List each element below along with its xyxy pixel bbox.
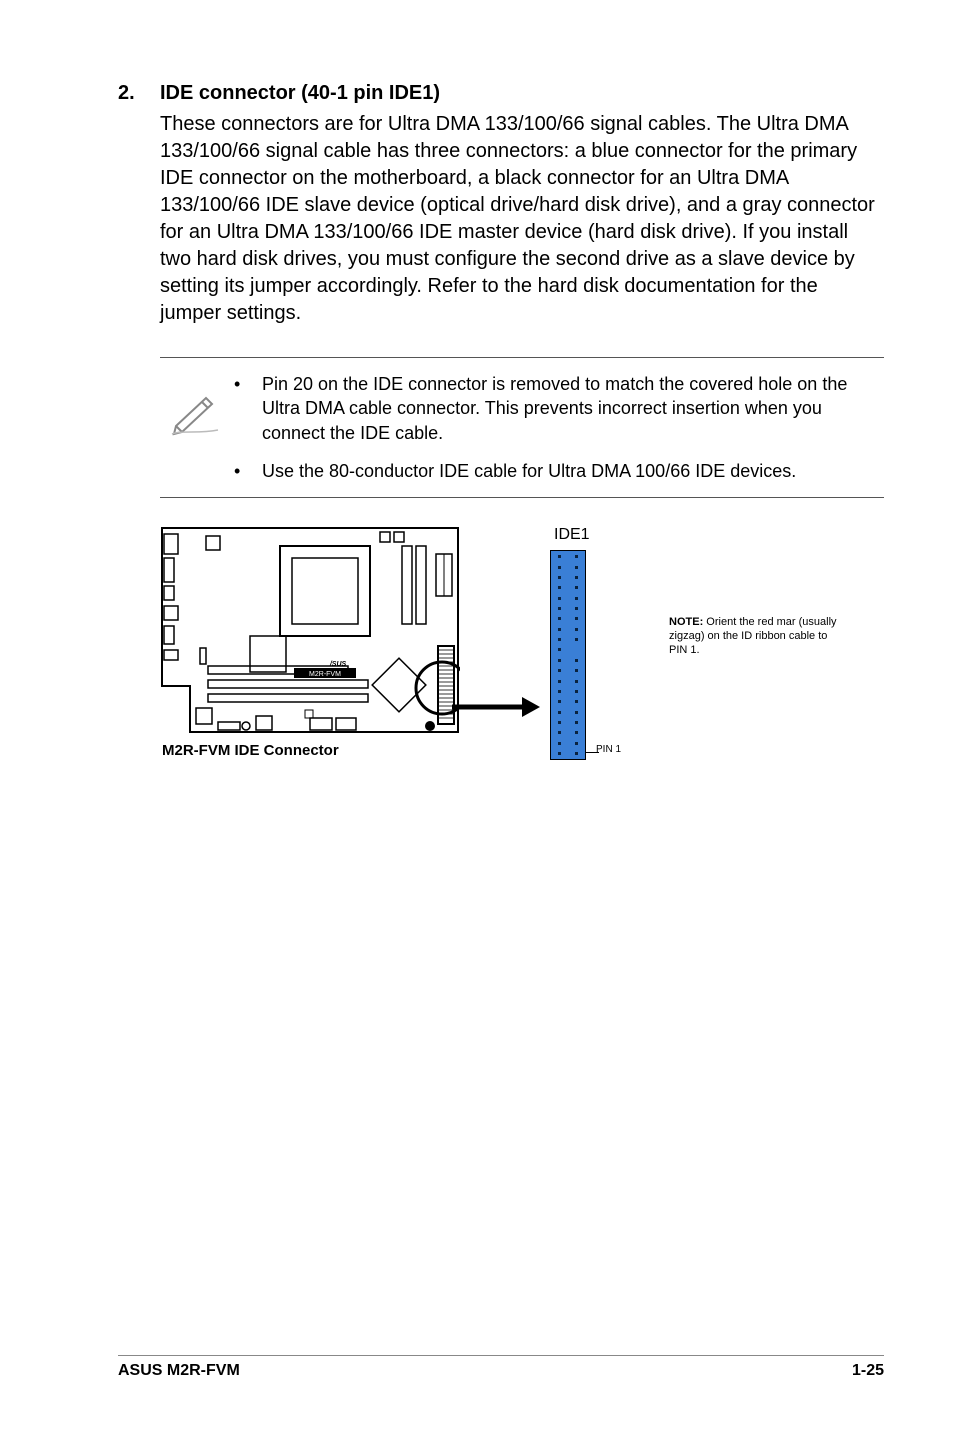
arrow-icon <box>452 692 542 722</box>
section-title-text: IDE connector (40-1 pin IDE1) <box>160 82 440 105</box>
ide-label: IDE1 <box>554 526 590 544</box>
ide-pin-column <box>575 555 578 755</box>
section-number: 2. <box>118 82 160 105</box>
pencil-note-icon <box>160 372 230 483</box>
bullet-icon: • <box>234 372 262 445</box>
board-silk-label: M2R-FVM <box>309 671 341 678</box>
note-list: • Pin 20 on the IDE connector is removed… <box>230 372 884 483</box>
diagram-caption: M2R-FVM IDE Connector <box>162 742 470 759</box>
ide-connector-detail: IDE1 <box>550 526 839 755</box>
section-heading: 2. IDE connector (40-1 pin IDE1) <box>118 82 884 105</box>
svg-text:/SUS: /SUS <box>329 661 347 668</box>
ide-connector <box>550 550 586 760</box>
note-text: Pin 20 on the IDE connector is removed t… <box>262 372 884 445</box>
page: 2. IDE connector (40-1 pin IDE1) These c… <box>0 0 954 1438</box>
note-block: • Pin 20 on the IDE connector is removed… <box>160 357 884 498</box>
orientation-note: NOTE: Orient the red mar (usually zigzag… <box>669 616 839 657</box>
footer-left: ASUS M2R-FVM <box>118 1362 240 1380</box>
footer-right: 1-25 <box>852 1362 884 1380</box>
note-bold: NOTE: <box>669 616 703 628</box>
ide-pin-column <box>558 555 561 755</box>
diagram: M2R-FVM /SUS M2R-FVM IDE Connector IDE1 <box>160 526 884 759</box>
note-item: • Pin 20 on the IDE connector is removed… <box>234 372 884 445</box>
motherboard-diagram: M2R-FVM /SUS M2R-FVM IDE Connector <box>160 526 470 759</box>
page-footer: ASUS M2R-FVM 1-25 <box>118 1355 884 1380</box>
bullet-icon: • <box>234 459 262 483</box>
note-item: • Use the 80-conductor IDE cable for Ult… <box>234 459 884 483</box>
note-text: Use the 80-conductor IDE cable for Ultra… <box>262 459 796 483</box>
section-body: These connectors are for Ultra DMA 133/1… <box>160 111 884 327</box>
pin1-label: PIN 1 <box>596 744 621 755</box>
